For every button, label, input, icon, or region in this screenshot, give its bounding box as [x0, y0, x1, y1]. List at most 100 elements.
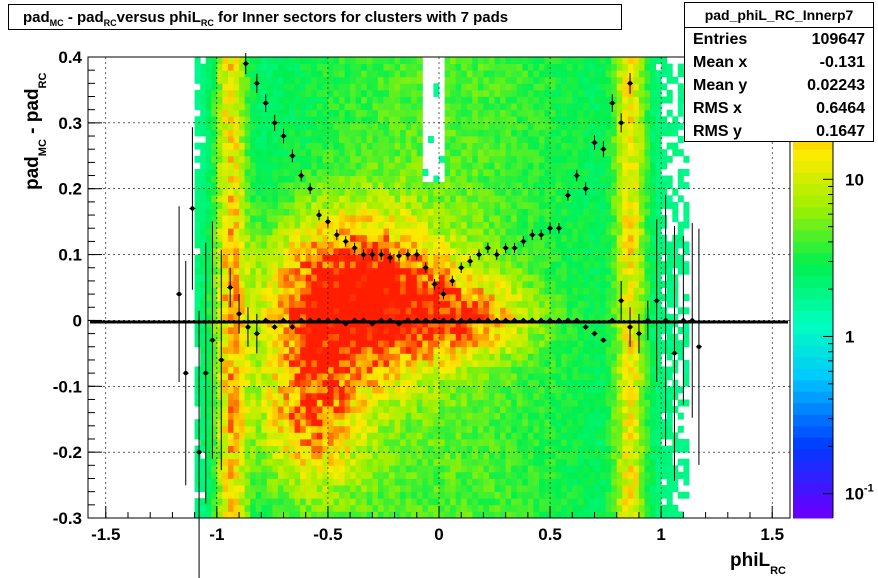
heatmap-cell — [550, 208, 557, 216]
heatmap-cell — [216, 439, 223, 446]
heatmap-cell — [416, 83, 423, 91]
heatmap-cell — [400, 136, 407, 143]
heatmap-cell — [322, 221, 329, 229]
heatmap-cell — [389, 366, 395, 374]
heatmap-cell — [355, 498, 362, 506]
heatmap-cell — [527, 392, 534, 400]
heatmap-cell — [416, 109, 423, 117]
heatmap-cell — [527, 63, 534, 71]
heatmap-cell — [266, 70, 273, 78]
heatmap-cell — [344, 70, 351, 78]
heatmap-cell — [250, 307, 257, 315]
heatmap-cell — [239, 340, 246, 348]
heatmap-cell — [194, 175, 201, 183]
heatmap-cell — [477, 142, 484, 150]
heatmap-cell — [383, 63, 390, 71]
heatmap-cell — [533, 96, 540, 104]
heatmap-cell — [239, 346, 246, 354]
heatmap-cell — [327, 109, 334, 117]
heatmap-cell — [350, 103, 357, 111]
heatmap-cell — [311, 57, 318, 64]
heatmap-cell — [544, 511, 551, 519]
heatmap-cell — [305, 241, 312, 249]
heatmap-cell — [355, 169, 362, 176]
heatmap-cell — [333, 399, 340, 407]
heatmap-cell — [344, 406, 351, 413]
heatmap-cell — [494, 386, 501, 394]
heatmap-cell — [527, 234, 534, 242]
heatmap-cell — [377, 340, 384, 348]
heatmap-cell — [355, 471, 362, 479]
heatmap-cell — [322, 76, 329, 84]
heatmap-cell — [194, 254, 201, 262]
heatmap-cell — [444, 458, 451, 466]
heatmap-cell — [333, 76, 340, 84]
heatmap-cell — [516, 478, 523, 486]
heatmap-cell — [550, 267, 557, 275]
heatmap-cell — [283, 103, 290, 111]
heatmap-cell — [233, 471, 240, 479]
heatmap-cell — [283, 162, 290, 170]
heatmap-cell — [239, 465, 246, 473]
heatmap-cell — [255, 122, 262, 130]
heatmap-cell — [405, 458, 412, 466]
heatmap-cell — [472, 122, 479, 130]
heatmap-cell — [228, 485, 234, 493]
heatmap-cell — [216, 432, 223, 440]
heatmap-cell — [389, 419, 395, 427]
heatmap-cell — [589, 280, 595, 288]
heatmap-cell — [572, 280, 579, 288]
heatmap-cell — [250, 261, 257, 269]
heatmap-cell — [366, 504, 373, 512]
heatmap-cell — [255, 432, 262, 440]
heatmap-cell — [589, 399, 595, 407]
heatmap-cell — [383, 261, 390, 269]
heatmap-cell — [533, 327, 540, 334]
heatmap-cell — [400, 228, 407, 236]
heatmap-cell — [439, 419, 445, 427]
heatmap-cell — [444, 307, 451, 315]
heatmap-cell — [305, 103, 312, 111]
heatmap-cell — [250, 445, 257, 453]
heatmap-cell — [400, 452, 407, 460]
heatmap-cell — [283, 142, 290, 150]
heatmap-cell — [350, 182, 357, 190]
heatmap-cell — [344, 142, 351, 150]
heatmap-cell — [361, 399, 368, 407]
heatmap-cell — [272, 195, 279, 203]
heatmap-cell — [377, 215, 384, 223]
heatmap-cell — [322, 353, 329, 361]
heatmap-cell — [466, 149, 473, 157]
heatmap-cell — [377, 386, 384, 394]
heatmap-cell — [266, 399, 273, 407]
heatmap-cell — [377, 327, 384, 334]
heatmap-cell — [316, 511, 323, 519]
heatmap-cell — [194, 215, 201, 223]
heatmap-cell — [311, 294, 318, 302]
heatmap-cell — [305, 346, 312, 354]
heatmap-cell — [561, 248, 568, 255]
heatmap-cell — [516, 89, 523, 97]
heatmap-cell — [205, 254, 212, 262]
heatmap-cell — [577, 307, 584, 315]
heatmap-cell — [266, 333, 273, 341]
heatmap-cell — [583, 149, 590, 157]
heatmap-cell — [461, 346, 468, 354]
heatmap-cell — [333, 445, 340, 453]
heatmap-cell — [466, 386, 473, 394]
heatmap-cell — [355, 248, 362, 255]
heatmap-cell — [439, 267, 445, 275]
heatmap-cell — [522, 406, 529, 413]
heatmap-cell — [322, 188, 329, 196]
heatmap-cell — [311, 195, 318, 203]
heatmap-cell — [261, 366, 268, 374]
heatmap-cell — [316, 498, 323, 506]
heatmap-cell — [394, 122, 401, 130]
heatmap-cell — [228, 300, 234, 308]
heatmap-cell — [455, 89, 462, 97]
heatmap-cell — [394, 162, 401, 170]
heatmap-cell — [350, 129, 357, 137]
heatmap-cell — [311, 175, 318, 183]
heatmap-cell — [333, 432, 340, 440]
heatmap-cell — [394, 142, 401, 150]
